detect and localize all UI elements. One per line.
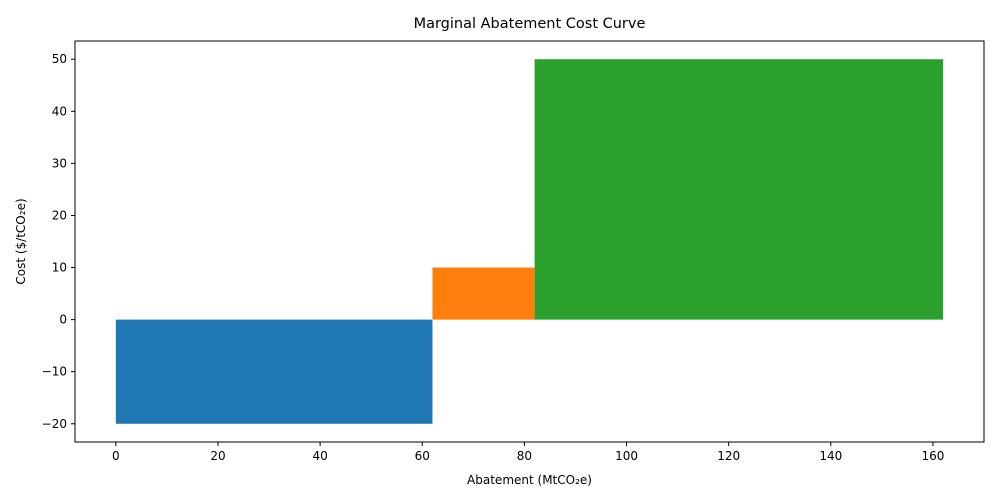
bar-segment-1 (115, 319, 433, 424)
x-tick-label: 40 (312, 449, 327, 463)
bar-segment-2 (432, 267, 535, 320)
x-tick-label: 60 (415, 449, 430, 463)
x-tick-label: 80 (517, 449, 532, 463)
x-axis-label: Abatement (MtCO₂e) (467, 473, 592, 487)
chart-title: Marginal Abatement Cost Curve (414, 16, 646, 32)
x-tick-label: 140 (819, 449, 842, 463)
x-tick-label: 160 (921, 449, 944, 463)
plot-frame (74, 40, 985, 443)
x-tick-label: 100 (615, 449, 638, 463)
x-tick-label: 120 (717, 449, 740, 463)
y-tick-label: −10 (42, 365, 67, 379)
x-axis: 0 20 40 60 80 100 120 140 160 (112, 442, 944, 463)
y-tick-label: 20 (52, 208, 67, 222)
y-tick-label: 40 (52, 104, 67, 118)
bar-segment-3 (534, 59, 944, 320)
y-tick-label: 50 (52, 52, 67, 66)
x-tick-label: 0 (112, 449, 120, 463)
y-tick-label: −20 (42, 417, 67, 431)
y-tick-label: 30 (52, 156, 67, 170)
bars-layer (115, 59, 944, 424)
y-tick-label: 0 (59, 313, 67, 327)
x-tick-label: 20 (210, 449, 225, 463)
y-axis-label: Cost ($/tCO₂e) (14, 198, 28, 284)
y-tick-label: 10 (52, 261, 67, 275)
y-axis: −20 −10 0 10 20 30 40 50 (42, 52, 75, 431)
